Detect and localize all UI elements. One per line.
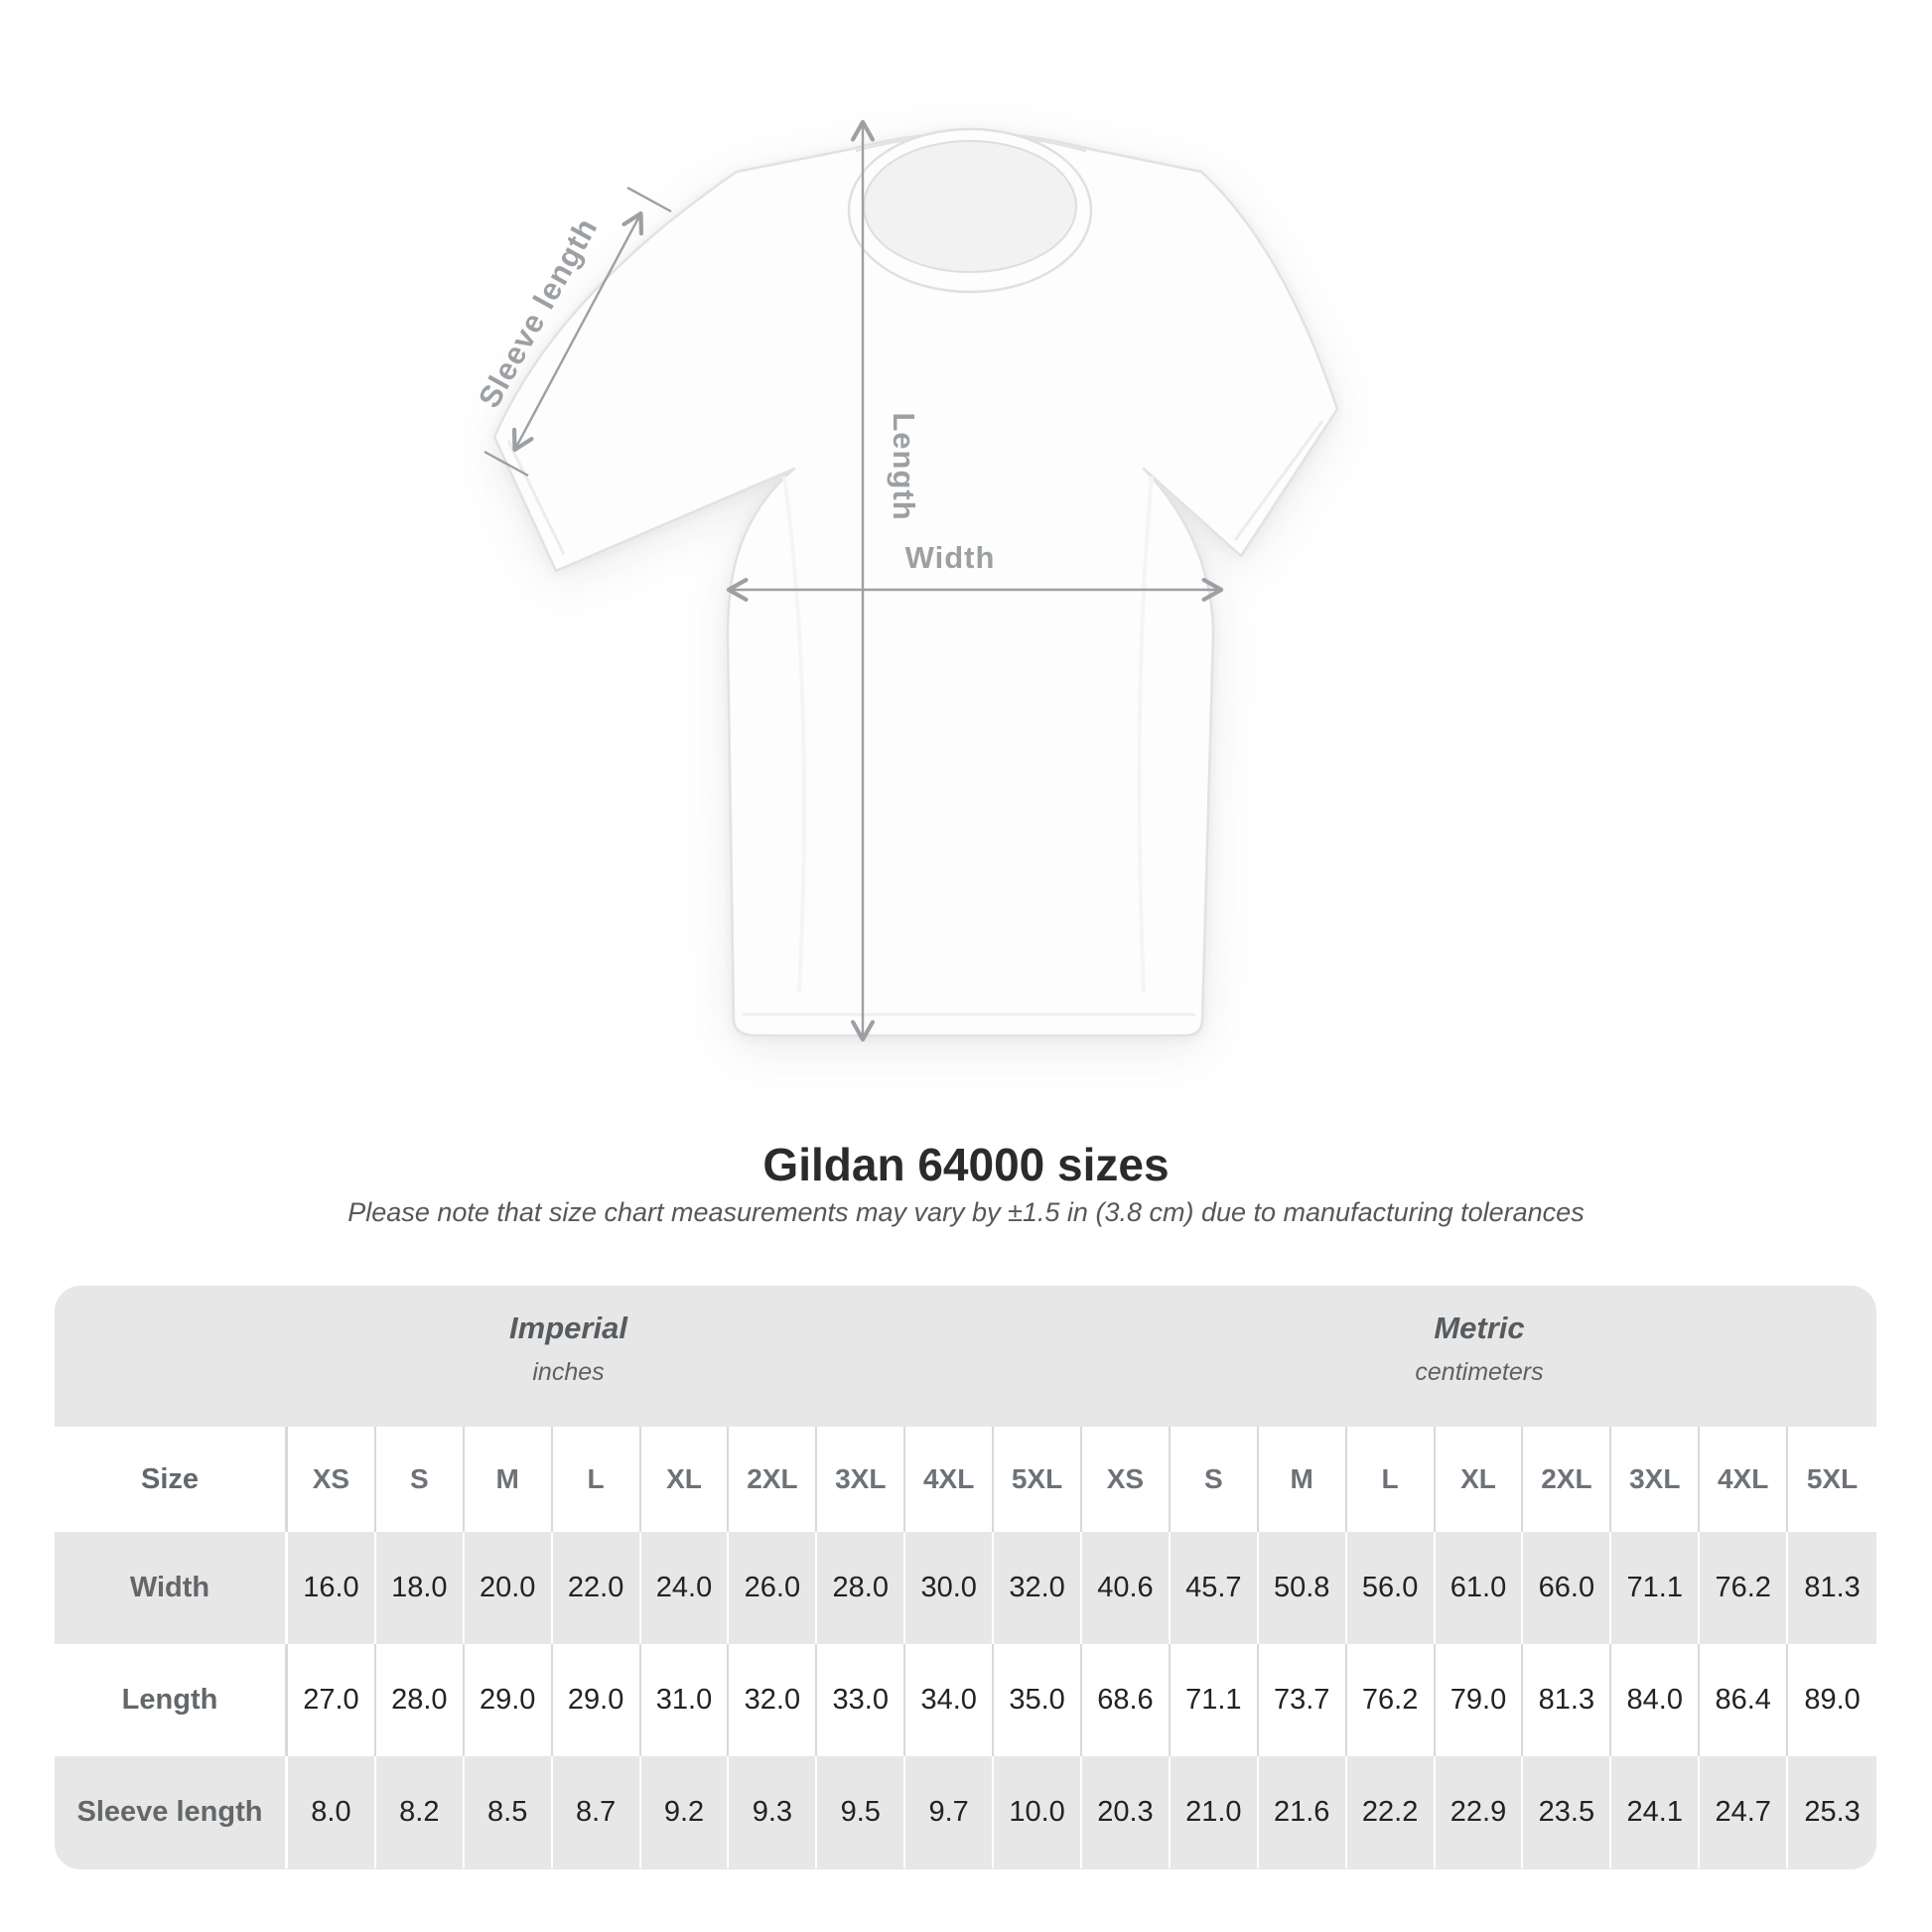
size-header-metric: XS xyxy=(1082,1427,1171,1532)
imperial-value: 9.3 xyxy=(729,1756,818,1868)
size-header-metric: 3XL xyxy=(1611,1427,1701,1532)
imperial-value: 22.0 xyxy=(553,1532,641,1644)
metric-value: 61.0 xyxy=(1436,1532,1524,1644)
imperial-group-unit: inches xyxy=(532,1358,605,1387)
row-label: Sleeve length xyxy=(55,1756,288,1868)
size-table: Imperial inches Metric centimeters Size X… xyxy=(55,1286,1876,1869)
size-header-imperial: 2XL xyxy=(729,1427,818,1532)
imperial-value: 9.2 xyxy=(641,1756,730,1868)
metric-value: 22.2 xyxy=(1347,1756,1436,1868)
size-header-metric: XL xyxy=(1436,1427,1524,1532)
metric-value: 22.9 xyxy=(1436,1756,1524,1868)
size-col-header: Size xyxy=(55,1427,288,1532)
tshirt-measurement-diagram: Length Width Sleeve length xyxy=(472,119,1339,1042)
size-header-imperial: S xyxy=(376,1427,465,1532)
metric-value: 25.3 xyxy=(1804,1796,1861,1828)
width-arrow: Width xyxy=(726,540,1224,602)
metric-value: 89.0 xyxy=(1804,1684,1861,1716)
size-header-imperial: 3XL xyxy=(817,1427,906,1532)
imperial-value: 28.0 xyxy=(376,1644,465,1756)
metric-value: 45.7 xyxy=(1171,1532,1259,1644)
metric-value: 40.6 xyxy=(1082,1532,1171,1644)
imperial-value: 28.0 xyxy=(817,1532,906,1644)
imperial-value: 32.0 xyxy=(729,1644,818,1756)
metric-value: 76.2 xyxy=(1700,1532,1789,1644)
metric-value: 68.6 xyxy=(1082,1644,1171,1756)
width-label: Width xyxy=(905,540,996,575)
metric-value: 21.6 xyxy=(1259,1756,1347,1868)
size-header-imperial: XS xyxy=(288,1427,376,1532)
imperial-value: 32.0 xyxy=(994,1532,1082,1644)
imperial-value: 27.0 xyxy=(288,1644,376,1756)
row-label: Length xyxy=(55,1644,288,1756)
imperial-value: 10.0 xyxy=(994,1756,1082,1868)
size-header-metric: 5XL xyxy=(1806,1463,1859,1494)
imperial-value: 29.0 xyxy=(553,1644,641,1756)
imperial-value: 8.7 xyxy=(553,1756,641,1868)
metric-value: 56.0 xyxy=(1347,1532,1436,1644)
imperial-value: 30.0 xyxy=(905,1532,995,1644)
metric-value: 81.3 xyxy=(1523,1644,1612,1756)
size-header-row: Size XS S M L XL 2XL 3XL 4XL 5XL XS S M L XL 2XL 3XL 4XL 5… xyxy=(55,1427,1876,1532)
table-row-width: Width 16.0 18.0 20.0 22.0 24.0 26.0 28.0 30.0 32.… xyxy=(55,1532,1876,1644)
imperial-value: 34.0 xyxy=(905,1644,995,1756)
metric-value: 50.8 xyxy=(1259,1532,1347,1644)
table-row-length: Length 27.0 28.0 29.0 29.0 31.0 32.0 33.0 34.0 35… xyxy=(55,1644,1876,1756)
imperial-group-label: Imperial xyxy=(509,1311,627,1345)
metric-group-label: Metric xyxy=(1434,1311,1525,1345)
metric-value: 24.7 xyxy=(1700,1756,1789,1868)
metric-value: 23.5 xyxy=(1523,1756,1612,1868)
imperial-value: 9.5 xyxy=(817,1756,906,1868)
metric-value: 71.1 xyxy=(1611,1532,1701,1644)
metric-value: 84.0 xyxy=(1611,1644,1701,1756)
size-header-metric: 2XL xyxy=(1523,1427,1612,1532)
page-title: Gildan 64000 sizes xyxy=(762,1139,1170,1190)
metric-value: 24.1 xyxy=(1611,1756,1701,1868)
size-table-rows: Size XS S M L XL 2XL 3XL 4XL 5XL XS S M L XL 2XL 3XL 4XL 5… xyxy=(55,1427,1876,1868)
imperial-value: 9.7 xyxy=(905,1756,995,1868)
metric-value: 81.3 xyxy=(1804,1572,1861,1603)
imperial-value: 8.0 xyxy=(288,1756,376,1868)
imperial-value: 8.5 xyxy=(465,1756,553,1868)
imperial-value: 16.0 xyxy=(288,1532,376,1644)
table-row-sleeve-length: Sleeve length 8.0 8.2 8.5 8.7 9.2 9.3 9.5 9.7 10.… xyxy=(55,1756,1876,1868)
size-header-metric: M xyxy=(1259,1427,1347,1532)
metric-value: 79.0 xyxy=(1436,1644,1524,1756)
size-header-imperial: M xyxy=(465,1427,553,1532)
metric-group-header: Metric centimeters xyxy=(1082,1286,1876,1427)
metric-value: 71.1 xyxy=(1171,1644,1259,1756)
imperial-value: 20.0 xyxy=(465,1532,553,1644)
imperial-value: 29.0 xyxy=(465,1644,553,1756)
imperial-value: 18.0 xyxy=(376,1532,465,1644)
tshirt-graphic xyxy=(492,127,1339,1037)
metric-value: 66.0 xyxy=(1523,1532,1612,1644)
row-label: Width xyxy=(55,1532,288,1644)
imperial-group-header: Imperial inches xyxy=(55,1286,1082,1427)
metric-value: 20.3 xyxy=(1082,1756,1171,1868)
size-header-imperial: 5XL xyxy=(994,1427,1082,1532)
unit-group-header: Imperial inches Metric centimeters xyxy=(55,1286,1876,1427)
metric-value: 76.2 xyxy=(1347,1644,1436,1756)
imperial-value: 26.0 xyxy=(729,1532,818,1644)
metric-value: 21.0 xyxy=(1171,1756,1259,1868)
size-header-imperial: XL xyxy=(641,1427,730,1532)
page-subtitle: Please note that size chart measurements… xyxy=(347,1197,1585,1227)
imperial-value: 8.2 xyxy=(376,1756,465,1868)
size-header-metric: 4XL xyxy=(1700,1427,1789,1532)
metric-group-unit: centimeters xyxy=(1415,1358,1544,1387)
imperial-value: 35.0 xyxy=(994,1644,1082,1756)
imperial-value: 24.0 xyxy=(641,1532,730,1644)
metric-value: 86.4 xyxy=(1700,1644,1789,1756)
imperial-value: 31.0 xyxy=(641,1644,730,1756)
length-label: Length xyxy=(887,412,921,520)
imperial-value: 33.0 xyxy=(817,1644,906,1756)
size-header-imperial: L xyxy=(553,1427,641,1532)
size-header-metric: L xyxy=(1347,1427,1436,1532)
metric-value: 73.7 xyxy=(1259,1644,1347,1756)
size-header-imperial: 4XL xyxy=(905,1427,995,1532)
size-header-metric: S xyxy=(1171,1427,1259,1532)
